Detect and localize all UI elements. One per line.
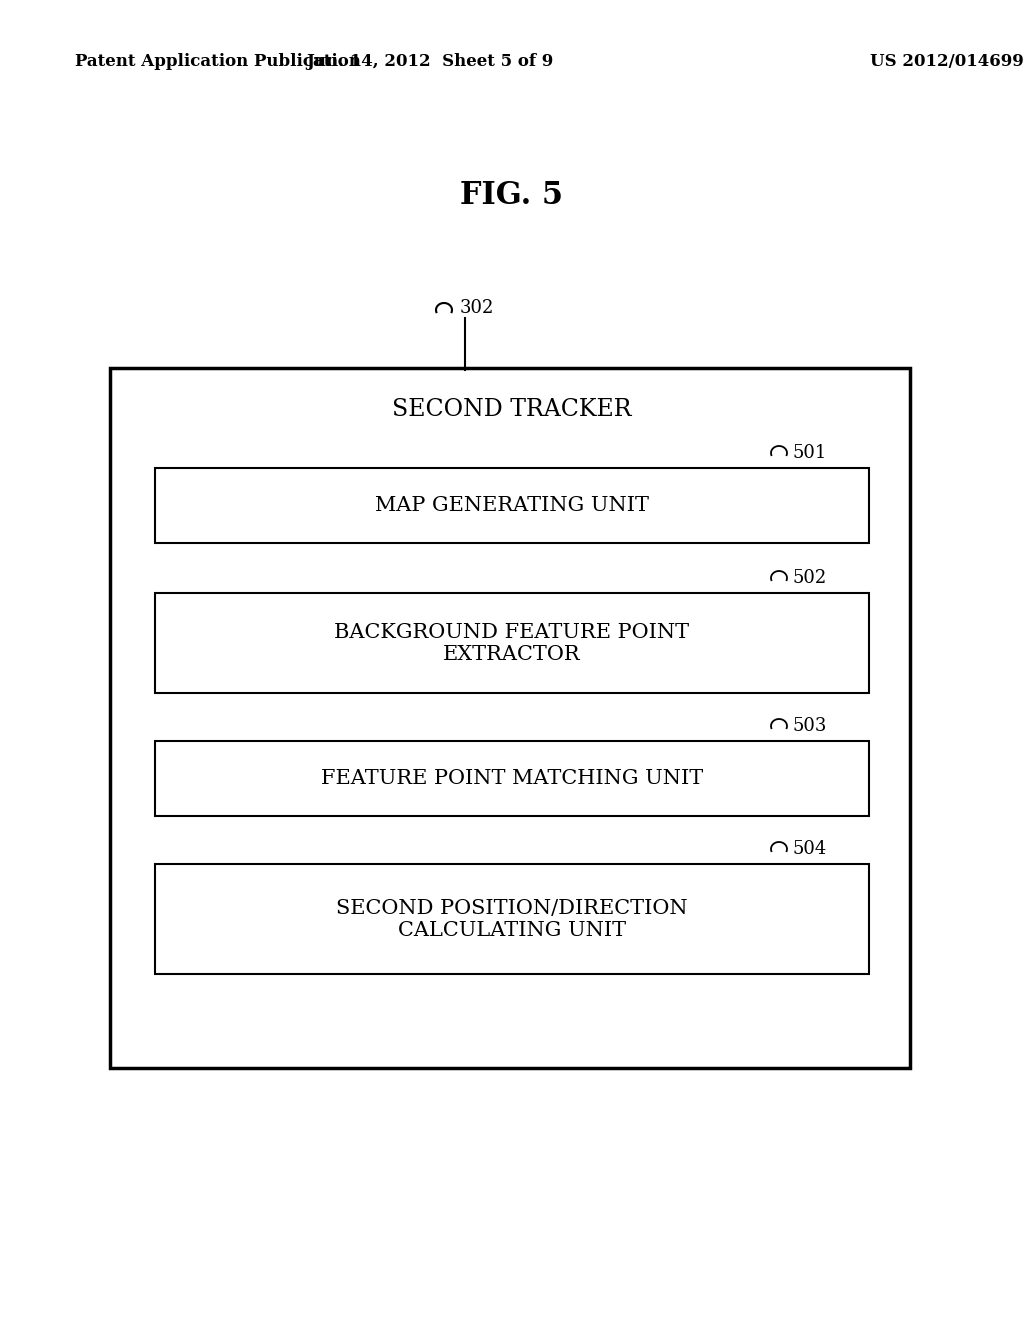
Text: BACKGROUND FEATURE POINT
EXTRACTOR: BACKGROUND FEATURE POINT EXTRACTOR [335, 623, 689, 664]
Text: FIG. 5: FIG. 5 [461, 180, 563, 210]
Text: 504: 504 [793, 840, 827, 858]
Text: MAP GENERATING UNIT: MAP GENERATING UNIT [375, 496, 649, 515]
Text: Patent Application Publication: Patent Application Publication [75, 54, 360, 70]
Text: SECOND POSITION/DIRECTION
CALCULATING UNIT: SECOND POSITION/DIRECTION CALCULATING UN… [336, 899, 688, 940]
Text: SECOND TRACKER: SECOND TRACKER [392, 399, 632, 421]
Text: 501: 501 [793, 444, 827, 462]
Bar [110, 368, 910, 1068]
Text: FEATURE POINT MATCHING UNIT: FEATURE POINT MATCHING UNIT [321, 770, 703, 788]
Text: 502: 502 [793, 569, 827, 587]
Text: US 2012/0146998 A1: US 2012/0146998 A1 [870, 54, 1024, 70]
Bar [155, 741, 869, 816]
Text: 503: 503 [793, 717, 827, 735]
Bar [155, 593, 869, 693]
Text: Jun. 14, 2012  Sheet 5 of 9: Jun. 14, 2012 Sheet 5 of 9 [306, 54, 554, 70]
Bar [155, 469, 869, 543]
Bar [155, 865, 869, 974]
Text: 302: 302 [460, 300, 495, 317]
